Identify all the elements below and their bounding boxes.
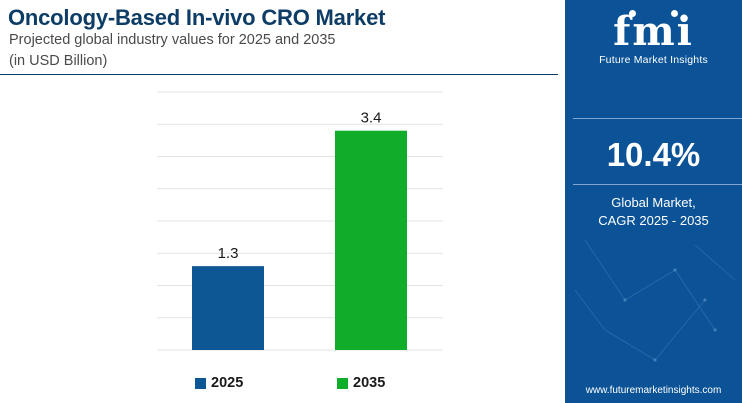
header-divider bbox=[0, 74, 558, 75]
data-label-2035: 3.4 bbox=[361, 110, 382, 127]
legend-swatch-2025 bbox=[195, 377, 206, 389]
chart-legend: 2025 2035 bbox=[0, 375, 565, 395]
logo-dot-icon bbox=[629, 10, 636, 17]
bar-chart: 1.3 3.4 bbox=[0, 80, 565, 370]
logo-dot-icon bbox=[671, 10, 678, 17]
data-label-2025: 1.3 bbox=[218, 245, 239, 262]
panel-texture bbox=[574, 239, 736, 362]
logo-letters: fmi bbox=[613, 8, 694, 55]
cagr-value: 10.4% bbox=[606, 136, 701, 173]
info-panel: fmi Future Market Insights 10.4% Global … bbox=[565, 0, 742, 403]
website-link[interactable]: www.futuremarketinsights.com bbox=[585, 385, 722, 396]
bar-chart-svg: 1.3 3.4 bbox=[157, 91, 443, 351]
bar-2025 bbox=[192, 266, 264, 350]
legend-item-2025: 2025 bbox=[195, 375, 243, 391]
chart-title: Oncology-Based In-vivo CRO Market bbox=[8, 5, 386, 30]
cagr-label-line2: CAGR 2025 - 2035 bbox=[598, 213, 709, 228]
panel-divider-top bbox=[573, 118, 742, 119]
logo-mark: fmi bbox=[565, 8, 742, 56]
fmi-logo: fmi Future Market Insights bbox=[565, 8, 742, 66]
panel-divider-bottom bbox=[573, 184, 742, 185]
legend-label-2035: 2035 bbox=[353, 375, 386, 391]
legend-swatch-2035 bbox=[337, 377, 348, 389]
logo-company-name: Future Market Insights bbox=[599, 54, 708, 66]
chart-area: Oncology-Based In-vivo CRO Market Projec… bbox=[0, 5, 565, 395]
chart-subtitle: Projected global industry values for 202… bbox=[9, 32, 336, 48]
chart-units: (in USD Billion) bbox=[9, 53, 108, 69]
legend-label-2025: 2025 bbox=[211, 375, 244, 391]
bar-2035 bbox=[335, 130, 407, 350]
legend-item-2035: 2035 bbox=[337, 375, 385, 391]
cagr-label-line1: Global Market, bbox=[611, 195, 696, 210]
